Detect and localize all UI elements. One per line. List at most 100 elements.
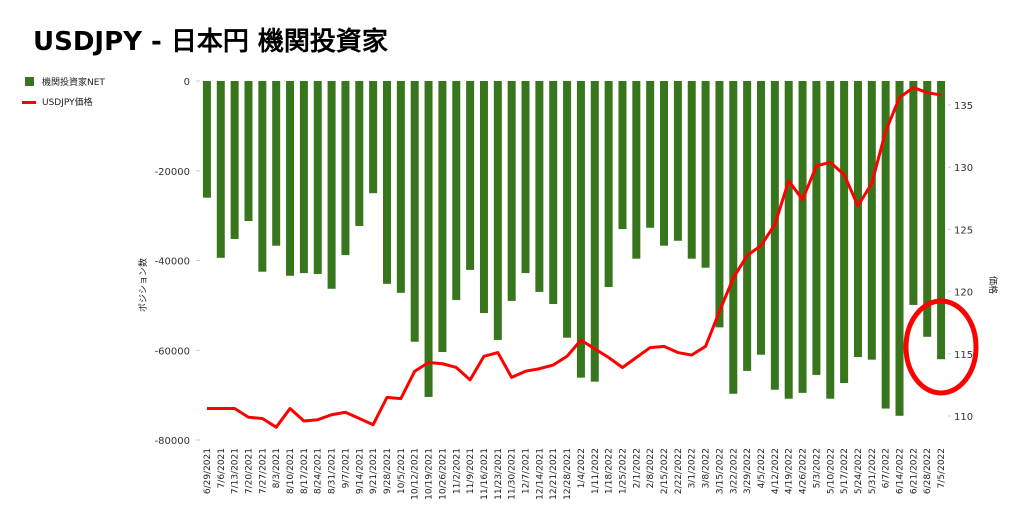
x-tick-label: 3/22/2022	[729, 448, 739, 494]
x-tick-label: 5/17/2022	[840, 448, 850, 494]
x-tick-label: 6/28/2022	[923, 448, 933, 494]
bar	[826, 81, 835, 399]
x-tick-label: 7/13/2021	[231, 448, 241, 494]
bar	[673, 81, 682, 241]
x-tick-label: 5/3/2022	[812, 448, 822, 488]
legend-label: 機関投資家NET	[42, 76, 105, 88]
bar	[244, 81, 253, 222]
x-tick-label: 11/30/2021	[508, 448, 518, 500]
bar	[410, 81, 419, 342]
x-tick-label: 7/6/2021	[217, 448, 227, 488]
x-tick-label: 10/5/2021	[397, 448, 407, 494]
x-tick-label: 12/14/2021	[535, 448, 545, 500]
bar	[840, 81, 849, 384]
bar	[479, 81, 488, 314]
x-tick-label: 3/15/2022	[715, 448, 725, 494]
x-tick-label: 6/29/2021	[203, 448, 213, 494]
x-tick-label: 12/28/2021	[563, 448, 573, 500]
bar	[632, 81, 641, 259]
legend-label: USDJPY価格	[42, 96, 93, 108]
x-tick-label: 10/19/2021	[425, 448, 435, 500]
x-tick-label: 4/12/2022	[771, 448, 781, 494]
bar	[687, 81, 696, 259]
y2-tick-label: 110	[954, 412, 973, 423]
bar	[660, 81, 669, 246]
bar	[452, 81, 461, 300]
bar	[549, 81, 558, 305]
bar	[729, 81, 738, 394]
price-line	[206, 86, 942, 429]
bar	[563, 81, 572, 338]
x-tick-label: 9/28/2021	[383, 448, 393, 494]
bar	[216, 81, 225, 258]
bar	[466, 81, 475, 270]
bar	[784, 81, 793, 399]
y2-tick-label: 125	[954, 225, 973, 236]
bar	[383, 81, 391, 284]
x-tick-label: 7/27/2021	[258, 448, 268, 494]
x-tick-label: 8/3/2021	[272, 448, 282, 488]
x-tick-label: 8/31/2021	[328, 448, 338, 494]
bar	[770, 81, 779, 390]
chart-title: USDJPY - 日本円 機関投資家	[33, 26, 388, 57]
x-tick-label: 5/31/2022	[868, 448, 878, 494]
bar	[923, 81, 932, 337]
y-axis-label: ポジション数	[137, 258, 149, 312]
x-tick-label: 6/7/2022	[882, 448, 892, 488]
bar	[396, 81, 405, 293]
x-tick-label: 5/24/2022	[854, 448, 864, 494]
bar	[618, 81, 627, 230]
x-tick-label: 2/8/2022	[646, 448, 656, 488]
x-tick-label: 4/19/2022	[785, 448, 795, 494]
bar	[424, 81, 433, 397]
bar	[313, 81, 322, 274]
bar	[798, 81, 807, 393]
x-tick-label: 3/29/2022	[743, 448, 753, 494]
bar	[438, 81, 447, 353]
bar	[202, 81, 211, 198]
y-tick-label: -40000	[155, 257, 190, 268]
bar	[272, 81, 281, 246]
bar	[230, 81, 239, 239]
x-tick-label: 11/2/2021	[452, 448, 462, 494]
y-tick-label: 0	[184, 77, 190, 88]
bar	[909, 81, 918, 305]
y-tick-label: -80000	[155, 436, 190, 447]
legend-swatch	[22, 101, 36, 104]
x-tick-label: 6/14/2022	[896, 448, 906, 494]
bar	[895, 81, 904, 416]
x-tick-label: 2/1/2022	[632, 448, 642, 488]
bar	[299, 81, 308, 274]
highlight-circle	[903, 298, 979, 396]
bar	[701, 81, 710, 268]
x-tick-label: 11/16/2021	[480, 448, 490, 500]
x-tick-label: 7/5/2022	[937, 448, 947, 488]
bar	[369, 81, 378, 194]
x-tick-label: 2/22/2022	[674, 448, 684, 494]
y-tick-label: -20000	[155, 167, 190, 178]
y2-axis-label: 価格	[987, 276, 999, 294]
bar	[535, 81, 544, 292]
y2-tick-label: 130	[954, 163, 973, 174]
x-tick-label: 9/21/2021	[369, 448, 379, 494]
y-tick-label: -60000	[155, 346, 190, 357]
bar	[327, 81, 336, 289]
bar	[853, 81, 862, 357]
y2-tick-label: 135	[954, 101, 973, 112]
x-tick-label: 8/10/2021	[286, 448, 296, 494]
x-tick-label: 3/8/2022	[702, 448, 712, 488]
y2-tick-label: 120	[954, 288, 973, 299]
x-tick-label: 9/7/2021	[341, 448, 351, 488]
x-tick-label: 8/17/2021	[300, 448, 310, 494]
x-tick-label: 7/20/2021	[244, 448, 254, 494]
bar	[521, 81, 530, 274]
x-tick-label: 11/9/2021	[466, 448, 476, 494]
bar	[286, 81, 295, 276]
x-tick-label: 4/26/2022	[799, 448, 809, 494]
bar	[341, 81, 350, 256]
bar	[812, 81, 821, 375]
x-tick-label: 1/25/2022	[618, 448, 628, 494]
bar	[258, 81, 267, 272]
bar	[590, 81, 599, 382]
